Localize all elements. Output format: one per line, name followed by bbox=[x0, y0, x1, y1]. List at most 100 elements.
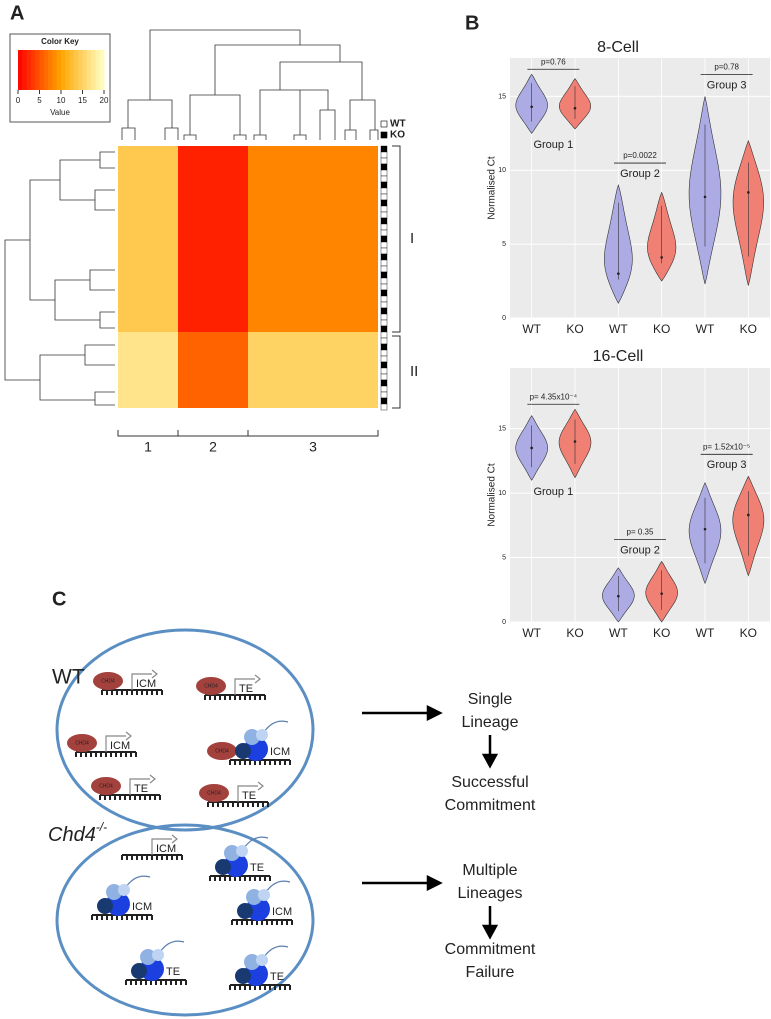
median-dot bbox=[747, 191, 750, 194]
genotype-bar bbox=[380, 157, 388, 165]
genotype-bar bbox=[380, 379, 388, 387]
color-key-swatch bbox=[26, 50, 32, 90]
genotype-bar bbox=[380, 313, 388, 321]
chd4-protein bbox=[67, 734, 97, 752]
gene: TE CHD4 bbox=[91, 774, 161, 800]
color-key-swatch bbox=[48, 50, 53, 90]
genotype-bar bbox=[380, 283, 388, 291]
median-dot bbox=[530, 105, 533, 109]
lineage-gene: TE bbox=[134, 783, 148, 795]
lineage-gene: TE bbox=[166, 966, 180, 978]
x-tick-label: WT bbox=[609, 322, 628, 336]
legend-label: KO bbox=[390, 130, 405, 141]
group-label: Group 3 bbox=[707, 79, 747, 91]
wt-embryo bbox=[55, 628, 315, 832]
genotype-bar bbox=[380, 337, 388, 345]
median-dot bbox=[573, 106, 577, 110]
median-dot bbox=[703, 527, 707, 531]
remodeler bbox=[97, 898, 113, 914]
protein-label: CHD4 bbox=[99, 783, 113, 789]
genotype-bar bbox=[380, 343, 388, 351]
remodeler-tail bbox=[263, 945, 289, 958]
outcome-text: Commitment bbox=[445, 797, 536, 814]
genotype-bar bbox=[380, 361, 388, 369]
p-value: p=0.78 bbox=[714, 63, 739, 72]
genotype-bar bbox=[380, 367, 388, 375]
genotype-bar bbox=[380, 349, 388, 357]
group-label: Group 1 bbox=[533, 139, 573, 151]
lineage-gene: TE bbox=[239, 683, 253, 695]
genotype-bar bbox=[380, 247, 388, 255]
group-bracket bbox=[117, 430, 379, 437]
x-tick-label: WT bbox=[609, 626, 628, 640]
row-cluster-label: I bbox=[410, 230, 414, 247]
lineage-gene: ICM bbox=[132, 901, 152, 913]
dna bbox=[209, 875, 271, 881]
dna bbox=[121, 854, 183, 860]
color-key-swatch bbox=[73, 50, 79, 90]
genotype-bar bbox=[380, 187, 388, 195]
heatmap-cell bbox=[248, 146, 378, 332]
median-dot bbox=[617, 594, 620, 598]
genotype-bar bbox=[380, 217, 388, 225]
color-key-swatch bbox=[56, 50, 62, 90]
genotype-bar bbox=[380, 223, 388, 231]
outcome-arrows bbox=[362, 704, 499, 940]
p-value: p= 4.35x10⁻⁴ bbox=[530, 392, 578, 401]
lineage-gene: ICM bbox=[156, 843, 176, 855]
color-key-tick-label: 15 bbox=[78, 96, 87, 105]
gene-name: Chd4 bbox=[48, 824, 96, 846]
color-key-tick-label: 10 bbox=[57, 96, 66, 105]
row-dendrogram bbox=[4, 151, 115, 406]
remodeler-tail bbox=[265, 880, 291, 893]
remodeler bbox=[140, 949, 156, 965]
dna bbox=[229, 759, 291, 765]
x-tick-label: KO bbox=[653, 322, 670, 336]
p-value: p=0.76 bbox=[541, 57, 566, 66]
group-label: Group 2 bbox=[620, 544, 660, 556]
remodeler bbox=[152, 949, 164, 961]
y-axis-title: Normalised Ct bbox=[487, 156, 498, 220]
genotype-bar bbox=[380, 229, 388, 237]
legend-label: WT bbox=[390, 119, 406, 130]
group-label: Group 2 bbox=[620, 168, 660, 180]
ko-label: Chd4-/- bbox=[48, 820, 107, 846]
remodeler bbox=[224, 845, 240, 861]
genotype-bar bbox=[380, 355, 388, 363]
heatmap-cell bbox=[118, 146, 178, 332]
dna bbox=[229, 984, 291, 990]
x-tick-label: WT bbox=[522, 322, 541, 336]
genotype-bar bbox=[380, 205, 388, 213]
gene: ICM bbox=[91, 875, 153, 920]
gene: TE CHD4 bbox=[199, 781, 269, 807]
group-label: Group 1 bbox=[533, 486, 573, 498]
y-tick-label: 5 bbox=[502, 241, 506, 248]
protein-label: CHD4 bbox=[215, 748, 229, 754]
dna bbox=[99, 794, 161, 800]
gene: TE bbox=[229, 945, 291, 990]
arrow-head bbox=[125, 731, 132, 741]
color-key-swatch bbox=[18, 50, 23, 90]
tss-arrow bbox=[237, 785, 258, 802]
median-dot bbox=[660, 592, 663, 595]
arrow-head bbox=[254, 674, 261, 684]
remodeler-tail bbox=[263, 720, 289, 733]
chart-title: 8-Cell bbox=[597, 39, 639, 56]
protein-label: CHD4 bbox=[204, 683, 218, 689]
genotype-bar bbox=[380, 325, 388, 333]
color-key-swatch bbox=[30, 50, 36, 90]
wt-label: WT bbox=[52, 666, 85, 689]
remodeler bbox=[235, 968, 251, 984]
x-tick-label: KO bbox=[740, 626, 757, 640]
x-tick-label: KO bbox=[566, 322, 583, 336]
color-key-tick-label: 5 bbox=[37, 96, 42, 105]
genotype-bar bbox=[380, 169, 388, 177]
arrow-head bbox=[149, 774, 156, 784]
genotype-bar bbox=[380, 277, 388, 285]
median-dot bbox=[660, 256, 663, 259]
dna bbox=[207, 801, 269, 807]
panel-label: B bbox=[465, 12, 479, 34]
gene: TE bbox=[125, 940, 187, 985]
genotype-bar bbox=[380, 319, 388, 327]
